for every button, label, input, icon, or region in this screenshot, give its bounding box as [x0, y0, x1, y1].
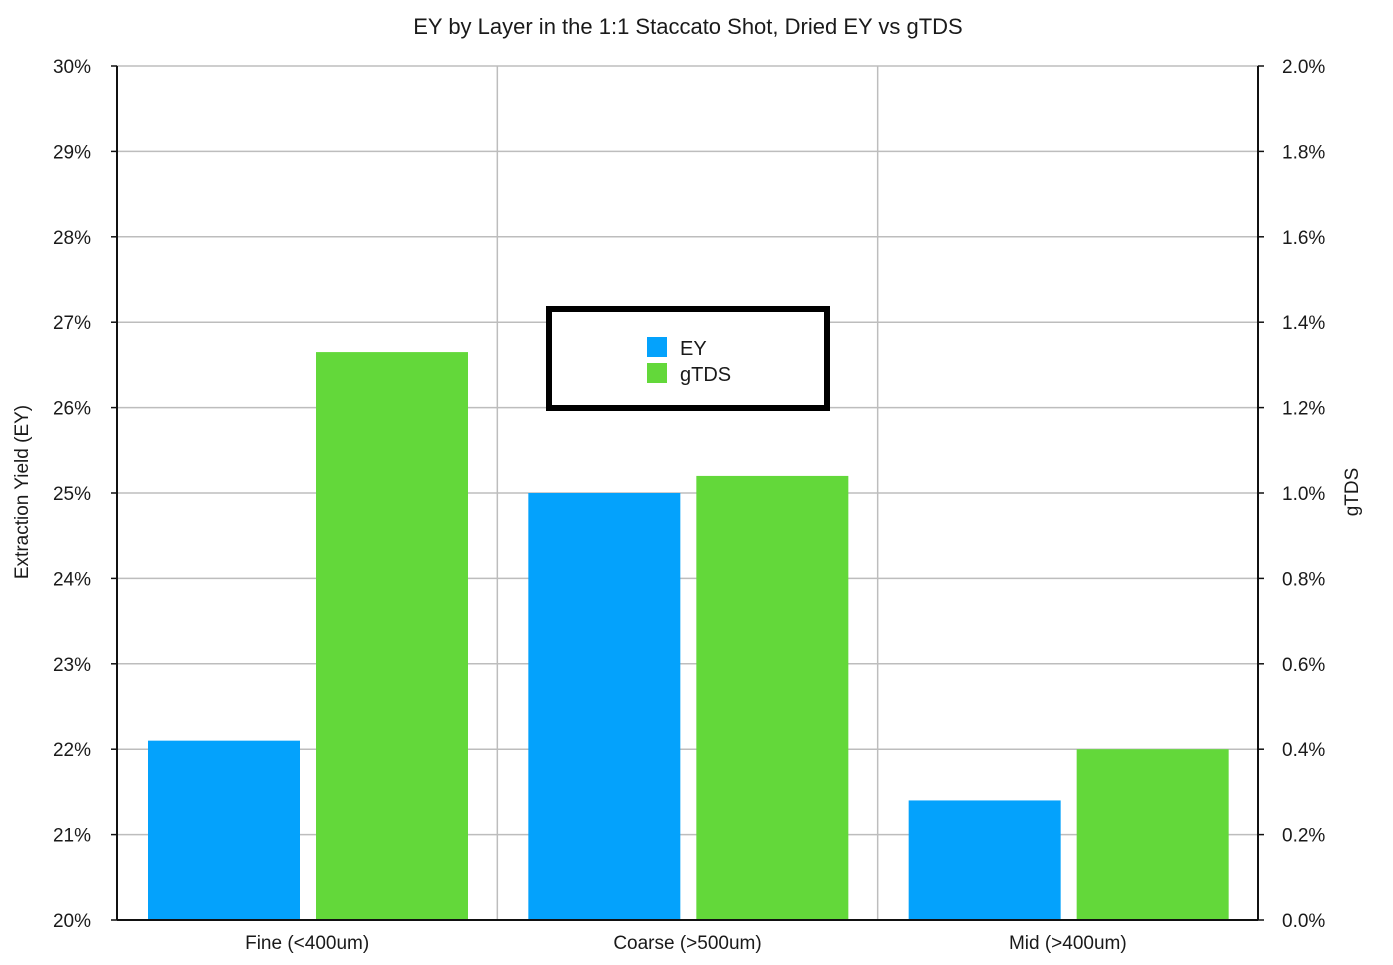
y-right-tick-label-2: 0.4% — [1282, 740, 1325, 761]
bar-ey-1 — [528, 493, 681, 920]
legend-swatch-ey — [647, 337, 667, 357]
legend-label-ey: EY — [680, 338, 707, 360]
y-right-axis-title: gTDS — [1342, 468, 1363, 517]
y-left-tick-label-8: 28% — [53, 228, 91, 249]
axes — [111, 65, 1264, 921]
y-right-tick-label-10: 2.0% — [1282, 57, 1325, 78]
y-right-tick-label-5: 1.0% — [1282, 484, 1325, 505]
legend-label-gtds: gTDS — [680, 364, 731, 386]
bar-ey-2 — [908, 800, 1061, 920]
chart-title: EY by Layer in the 1:1 Staccato Shot, Dr… — [413, 14, 962, 39]
bars — [148, 352, 1229, 921]
y-right-tick-label-7: 1.4% — [1282, 313, 1325, 334]
x-tick-label-1: Coarse (>500um) — [613, 933, 761, 954]
y-left-tick-label-10: 30% — [53, 57, 91, 78]
y-left-tick-label-5: 25% — [53, 484, 91, 505]
y-left-tick-label-6: 26% — [53, 399, 91, 420]
legend-swatch-gtds — [647, 363, 667, 383]
y-left-tick-label-9: 29% — [53, 142, 91, 163]
bar-gtds-0 — [316, 352, 468, 921]
bar-ey-0 — [148, 740, 300, 920]
bar-gtds-2 — [1076, 749, 1229, 920]
x-tick-label-0: Fine (<400um) — [245, 933, 369, 954]
y-right-tick-label-1: 0.2% — [1282, 826, 1325, 847]
gridlines — [117, 65, 1258, 921]
y-right-tick-label-8: 1.6% — [1282, 228, 1325, 249]
legend-frame — [546, 306, 830, 411]
y-left-tick-label-2: 22% — [53, 740, 91, 761]
x-tick-label-2: Mid (>400um) — [1009, 933, 1127, 954]
y-right-tick-label-0: 0.0% — [1282, 911, 1325, 932]
y-left-tick-label-1: 21% — [53, 826, 91, 847]
y-right-tick-label-6: 1.2% — [1282, 399, 1325, 420]
y-left-tick-label-3: 23% — [53, 655, 91, 676]
legend: EY gTDS — [546, 306, 830, 411]
y-right-tick-label-9: 1.8% — [1282, 142, 1325, 163]
y-left-axis-title: Extraction Yield (EY) — [12, 405, 33, 579]
bar-gtds-1 — [696, 475, 849, 920]
y-right-tick-label-3: 0.6% — [1282, 655, 1325, 676]
y-left-tick-label-7: 27% — [53, 313, 91, 334]
y-left-tick-label-0: 20% — [53, 911, 91, 932]
y-right-tick-label-4: 0.8% — [1282, 569, 1325, 590]
y-left-tick-label-4: 24% — [53, 569, 91, 590]
tick-labels: Fine (<400um) Coarse (>500um) Mid (>400um)… — [53, 57, 1325, 954]
